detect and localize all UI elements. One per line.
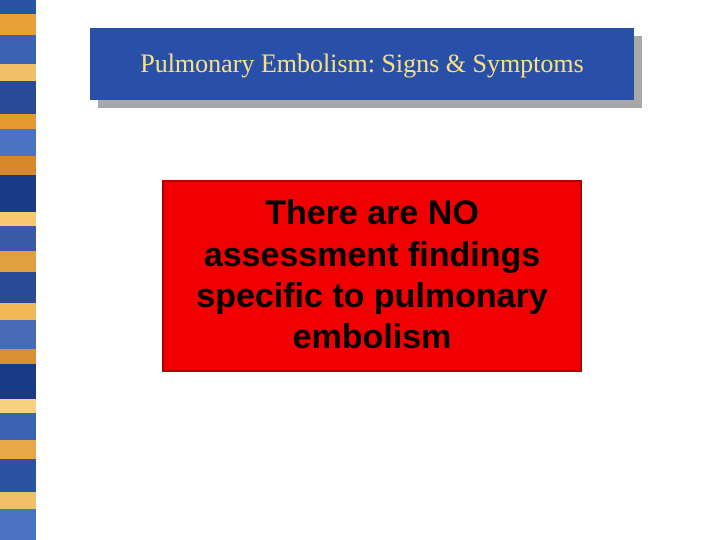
sidebar-segment [0,272,36,303]
sidebar-segment [0,492,36,509]
sidebar-segment [0,364,36,399]
callout-box: There are NO assessment findings specifi… [162,180,582,372]
sidebar-segment [0,156,36,175]
sidebar-segment [0,114,36,129]
sidebar-segment [0,251,36,272]
sidebar-segment [0,303,36,320]
sidebar-segment [0,35,36,64]
sidebar-segment [0,509,36,540]
sidebar-segment [0,212,36,226]
sidebar-segment [0,226,36,251]
sidebar-segment [0,413,36,440]
title-box: Pulmonary Embolism: Signs & Symptoms [90,28,634,100]
sidebar-segment [0,440,36,459]
decorative-sidebar [0,0,36,540]
sidebar-segment [0,320,36,349]
sidebar-segment [0,0,36,14]
sidebar-segment [0,399,36,413]
sidebar-segment [0,349,36,364]
callout-text: There are NO assessment findings specifi… [182,193,562,359]
sidebar-segment [0,14,36,35]
slide-title: Pulmonary Embolism: Signs & Symptoms [140,49,584,79]
sidebar-segment [0,81,36,114]
sidebar-segment [0,175,36,212]
sidebar-segment [0,64,36,81]
sidebar-segment [0,459,36,492]
sidebar-segment [0,129,36,156]
